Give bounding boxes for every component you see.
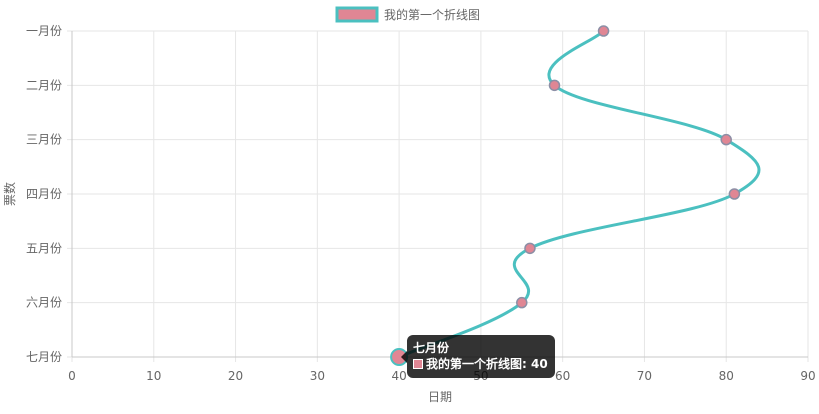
legend-label[interactable]: 我的第一个折线图 xyxy=(384,7,480,22)
data-point[interactable] xyxy=(524,242,536,255)
y-tick-label: 一月份 xyxy=(26,24,62,38)
data-point[interactable] xyxy=(720,133,732,146)
y-axis-title: 票数 xyxy=(2,182,17,206)
grid xyxy=(67,30,809,362)
data-point[interactable] xyxy=(597,25,610,37)
y-tick-label: 三月份 xyxy=(26,133,62,147)
data-point[interactable] xyxy=(516,296,528,309)
x-tick-label: 80 xyxy=(719,369,734,383)
x-tick-label: 70 xyxy=(637,369,652,383)
data-point[interactable] xyxy=(728,188,741,200)
x-tick-label: 40 xyxy=(391,369,406,383)
y-tick-label: 七月份 xyxy=(26,350,62,364)
legend[interactable]: 我的第一个折线图 xyxy=(335,6,480,23)
axes: 0102030405060708090一月份二月份三月份四月份五月份六月份七月份 xyxy=(26,24,816,383)
y-tick-label: 四月份 xyxy=(26,187,62,201)
x-tick-label: 90 xyxy=(800,369,815,383)
y-tick-label: 五月份 xyxy=(26,241,62,255)
x-tick-label: 0 xyxy=(68,369,76,383)
tooltip-swatch xyxy=(413,359,423,369)
tooltip-row: 我的第一个折线图: 40 xyxy=(413,356,548,372)
x-tick-label: 20 xyxy=(228,369,243,383)
legend-swatch[interactable] xyxy=(335,6,379,23)
x-tick-label: 60 xyxy=(555,369,570,383)
data-point[interactable] xyxy=(548,79,561,92)
x-axis-title: 日期 xyxy=(428,390,452,404)
tooltip-title: 七月份 xyxy=(413,341,450,355)
series-line xyxy=(390,25,761,366)
x-tick-label: 30 xyxy=(310,369,325,383)
x-tick-label: 10 xyxy=(146,369,161,383)
tooltip-label: 我的第一个折线图: 40 xyxy=(426,357,548,371)
y-tick-label: 二月份 xyxy=(26,78,62,92)
tooltip: 七月份 我的第一个折线图: 40 xyxy=(401,335,555,378)
y-tick-label: 六月份 xyxy=(26,296,62,310)
